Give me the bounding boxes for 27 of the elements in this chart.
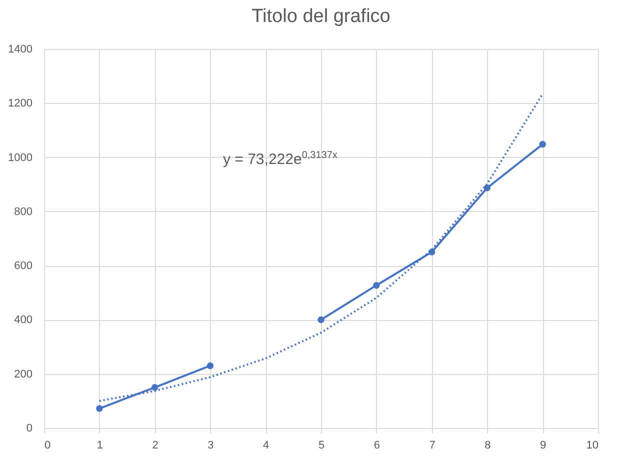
- y-tick-label: 400: [14, 314, 32, 326]
- x-tick-label: 10: [586, 440, 598, 452]
- x-tick-label: 0: [44, 440, 51, 452]
- y-tick-label: 200: [14, 368, 32, 380]
- x-tick-label: 8: [484, 440, 491, 452]
- y-tick-label: 0: [26, 422, 32, 434]
- point: [539, 140, 546, 148]
- x-tick-label: 7: [429, 440, 436, 452]
- x-tick-label: 9: [540, 440, 546, 452]
- y-tick-label: 1200: [8, 98, 32, 110]
- y-tick-label: 600: [14, 260, 32, 272]
- x-tick-label: 6: [374, 440, 380, 452]
- x-tick-label: 4: [263, 440, 270, 452]
- x-tick-label: 1: [96, 440, 103, 452]
- point: [373, 282, 380, 289]
- point: [318, 316, 324, 324]
- x-tick-label: 2: [152, 440, 158, 452]
- point: [206, 362, 214, 370]
- y-tick-label: 1400: [8, 44, 32, 56]
- y-tick-label: 1000: [8, 152, 32, 164]
- chart-title: Titolo del grafico: [252, 6, 390, 27]
- x-tick-label: 5: [318, 440, 325, 452]
- point: [96, 405, 103, 412]
- point: [151, 384, 158, 391]
- y-tick-label: 800: [14, 206, 32, 218]
- x-tick-label: 3: [208, 440, 214, 452]
- annotation: y = 73,222e$^{0,3137x}$: [223, 150, 338, 168]
